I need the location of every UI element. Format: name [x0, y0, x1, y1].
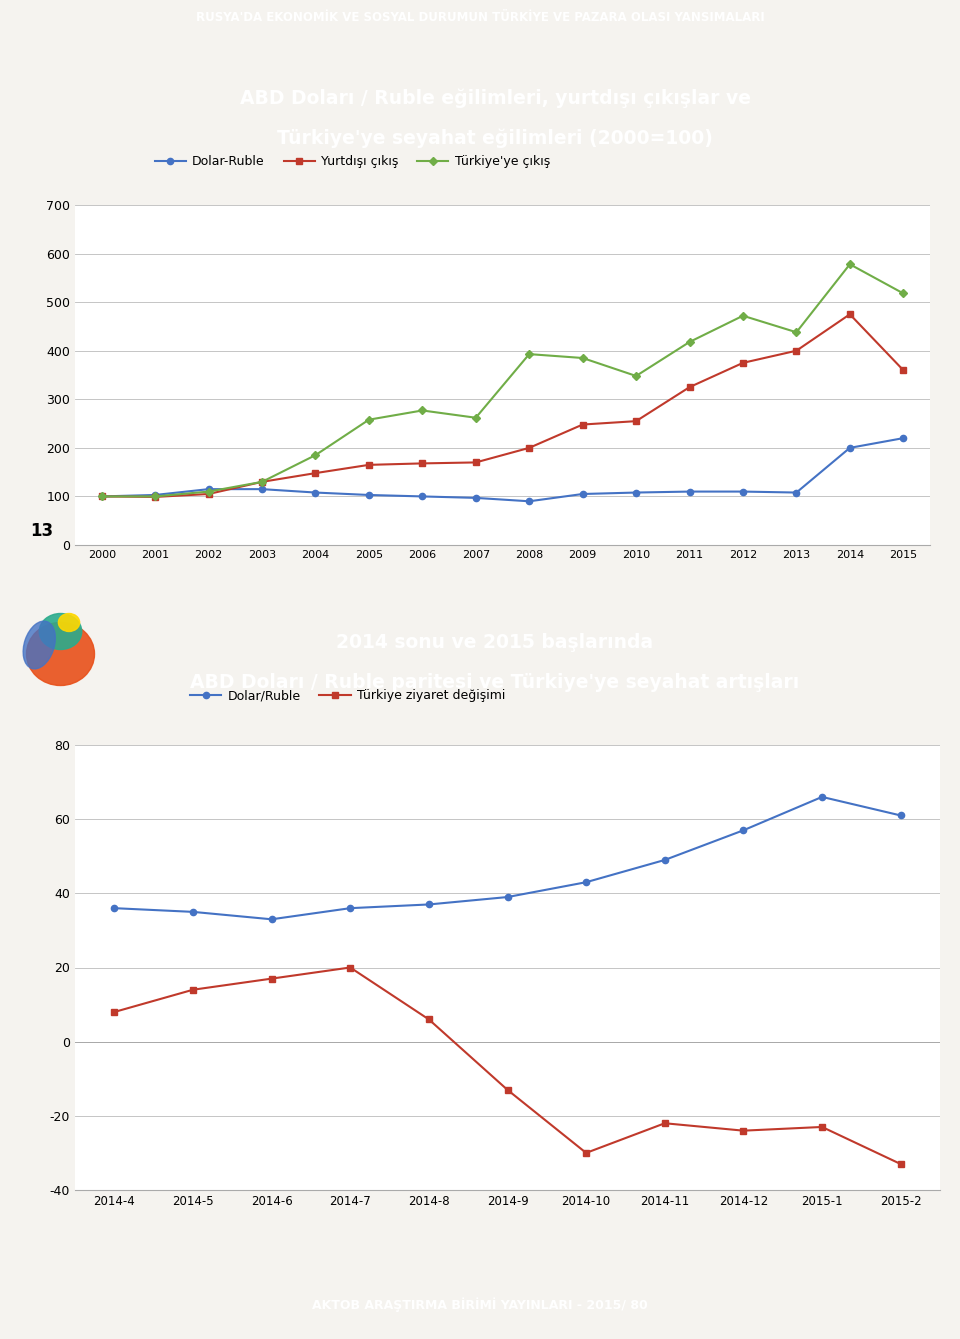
Yurtdışı çıkış	[898, 362, 909, 378]
Türkiye ziyaret değişimi	[423, 1011, 435, 1027]
Dolar-Ruble	[844, 439, 855, 455]
Dolar-Ruble	[791, 485, 803, 501]
Dolar-Ruble	[256, 481, 268, 497]
Dolar/Ruble	[659, 852, 670, 868]
Ellipse shape	[27, 623, 94, 686]
Türkiye ziyaret değişimi	[659, 1115, 670, 1131]
Text: ABD Doları / Ruble eğilimleri, yurtdışı çıkışlar ve: ABD Doları / Ruble eğilimleri, yurtdışı …	[239, 88, 751, 108]
Yurtdışı çıkış	[417, 455, 428, 471]
Dolar-Ruble	[737, 483, 749, 499]
Türkiye'ye çıkış	[737, 308, 749, 324]
Türkiye'ye çıkış	[310, 447, 322, 463]
Yurtdışı çıkış	[791, 343, 803, 359]
Legend: Dolar-Ruble, Yurtdışı çıkış, Türkiye'ye çıkış: Dolar-Ruble, Yurtdışı çıkış, Türkiye'ye …	[150, 150, 555, 173]
Dolar-Ruble	[363, 487, 374, 503]
Dolar/Ruble	[345, 900, 356, 916]
Line: Türkiye'ye çıkış: Türkiye'ye çıkış	[99, 261, 906, 499]
Yurtdışı çıkış	[363, 457, 374, 473]
Dolar/Ruble	[737, 822, 749, 838]
Yurtdışı çıkış	[737, 355, 749, 371]
Türkiye'ye çıkış	[631, 368, 642, 384]
Türkiye ziyaret değişimi	[108, 1004, 120, 1020]
Yurtdışı çıkış	[577, 416, 588, 432]
Yurtdışı çıkış	[523, 439, 535, 455]
Yurtdışı çıkış	[150, 489, 161, 505]
Dolar-Ruble	[150, 487, 161, 503]
Dolar/Ruble	[581, 874, 592, 890]
Türkiye ziyaret değişimi	[187, 981, 199, 998]
Ellipse shape	[39, 613, 82, 649]
Yurtdışı çıkış	[631, 414, 642, 430]
Dolar/Ruble	[816, 789, 828, 805]
Türkiye'ye çıkış	[417, 403, 428, 419]
Text: 2014 sonu ve 2015 başlarında: 2014 sonu ve 2015 başlarında	[336, 632, 654, 652]
Dolar-Ruble	[96, 489, 108, 505]
Dolar/Ruble	[266, 912, 277, 928]
Türkiye'ye çıkış	[256, 474, 268, 490]
Türkiye'ye çıkış	[898, 285, 909, 301]
Line: Türkiye ziyaret değişimi: Türkiye ziyaret değişimi	[111, 964, 903, 1168]
Text: RUSYA'DA EKONOMİK VE SOSYAL DURUMUN TÜRKİYE VE PAZARA OLASI YANSIMALARI: RUSYA'DA EKONOMİK VE SOSYAL DURUMUN TÜRK…	[196, 11, 764, 24]
Türkiye'ye çıkış	[844, 256, 855, 272]
Yurtdışı çıkış	[310, 465, 322, 481]
Yurtdışı çıkış	[96, 489, 108, 505]
Line: Dolar-Ruble: Dolar-Ruble	[99, 435, 906, 505]
Türkiye ziyaret değişimi	[502, 1082, 514, 1098]
Yurtdışı çıkış	[256, 474, 268, 490]
Text: AKTOB ARAŞTIRMA BİRİMİ YAYINLARI - 2015/ 80: AKTOB ARAŞTIRMA BİRİMİ YAYINLARI - 2015/…	[312, 1297, 648, 1312]
Legend: Dolar/Ruble, Türkiye ziyaret değişimi: Dolar/Ruble, Türkiye ziyaret değişimi	[185, 684, 511, 707]
Yurtdışı çıkış	[203, 486, 214, 502]
Text: 13: 13	[30, 522, 53, 540]
Türkiye ziyaret değişimi	[895, 1156, 906, 1172]
Line: Yurtdışı çıkış: Yurtdışı çıkış	[99, 311, 906, 499]
Dolar-Ruble	[417, 489, 428, 505]
Dolar-Ruble	[470, 490, 482, 506]
Dolar-Ruble	[523, 493, 535, 509]
Türkiye ziyaret değişimi	[266, 971, 277, 987]
Text: ABD Doları / Ruble paritesi ve Türkiye'ye seyahat artışları: ABD Doları / Ruble paritesi ve Türkiye'y…	[190, 672, 800, 691]
Line: Dolar/Ruble: Dolar/Ruble	[111, 794, 903, 923]
Türkiye'ye çıkış	[96, 489, 108, 505]
Türkiye'ye çıkış	[684, 333, 695, 349]
Ellipse shape	[23, 621, 56, 670]
Dolar/Ruble	[423, 896, 435, 912]
Dolar-Ruble	[310, 485, 322, 501]
Türkiye'ye çıkış	[363, 411, 374, 427]
Dolar-Ruble	[577, 486, 588, 502]
Türkiye ziyaret değişimi	[737, 1122, 749, 1138]
Türkiye ziyaret değişimi	[581, 1145, 592, 1161]
Yurtdışı çıkış	[470, 454, 482, 470]
Yurtdışı çıkış	[844, 307, 855, 323]
Türkiye ziyaret değişimi	[816, 1119, 828, 1135]
Türkiye ziyaret değişimi	[345, 960, 356, 976]
Text: Türkiye'ye seyahat eğilimleri (2000=100): Türkiye'ye seyahat eğilimleri (2000=100)	[277, 129, 713, 147]
Türkiye'ye çıkış	[203, 483, 214, 499]
Dolar/Ruble	[895, 807, 906, 823]
Türkiye'ye çıkış	[470, 410, 482, 426]
Dolar/Ruble	[502, 889, 514, 905]
Türkiye'ye çıkış	[523, 345, 535, 362]
Dolar-Ruble	[898, 430, 909, 446]
Türkiye'ye çıkış	[791, 324, 803, 340]
Türkiye'ye çıkış	[150, 489, 161, 505]
Ellipse shape	[59, 613, 80, 632]
Dolar-Ruble	[631, 485, 642, 501]
Türkiye'ye çıkış	[577, 349, 588, 366]
Dolar/Ruble	[108, 900, 120, 916]
Dolar/Ruble	[187, 904, 199, 920]
Yurtdışı çıkış	[684, 379, 695, 395]
Dolar-Ruble	[684, 483, 695, 499]
Dolar-Ruble	[203, 481, 214, 497]
